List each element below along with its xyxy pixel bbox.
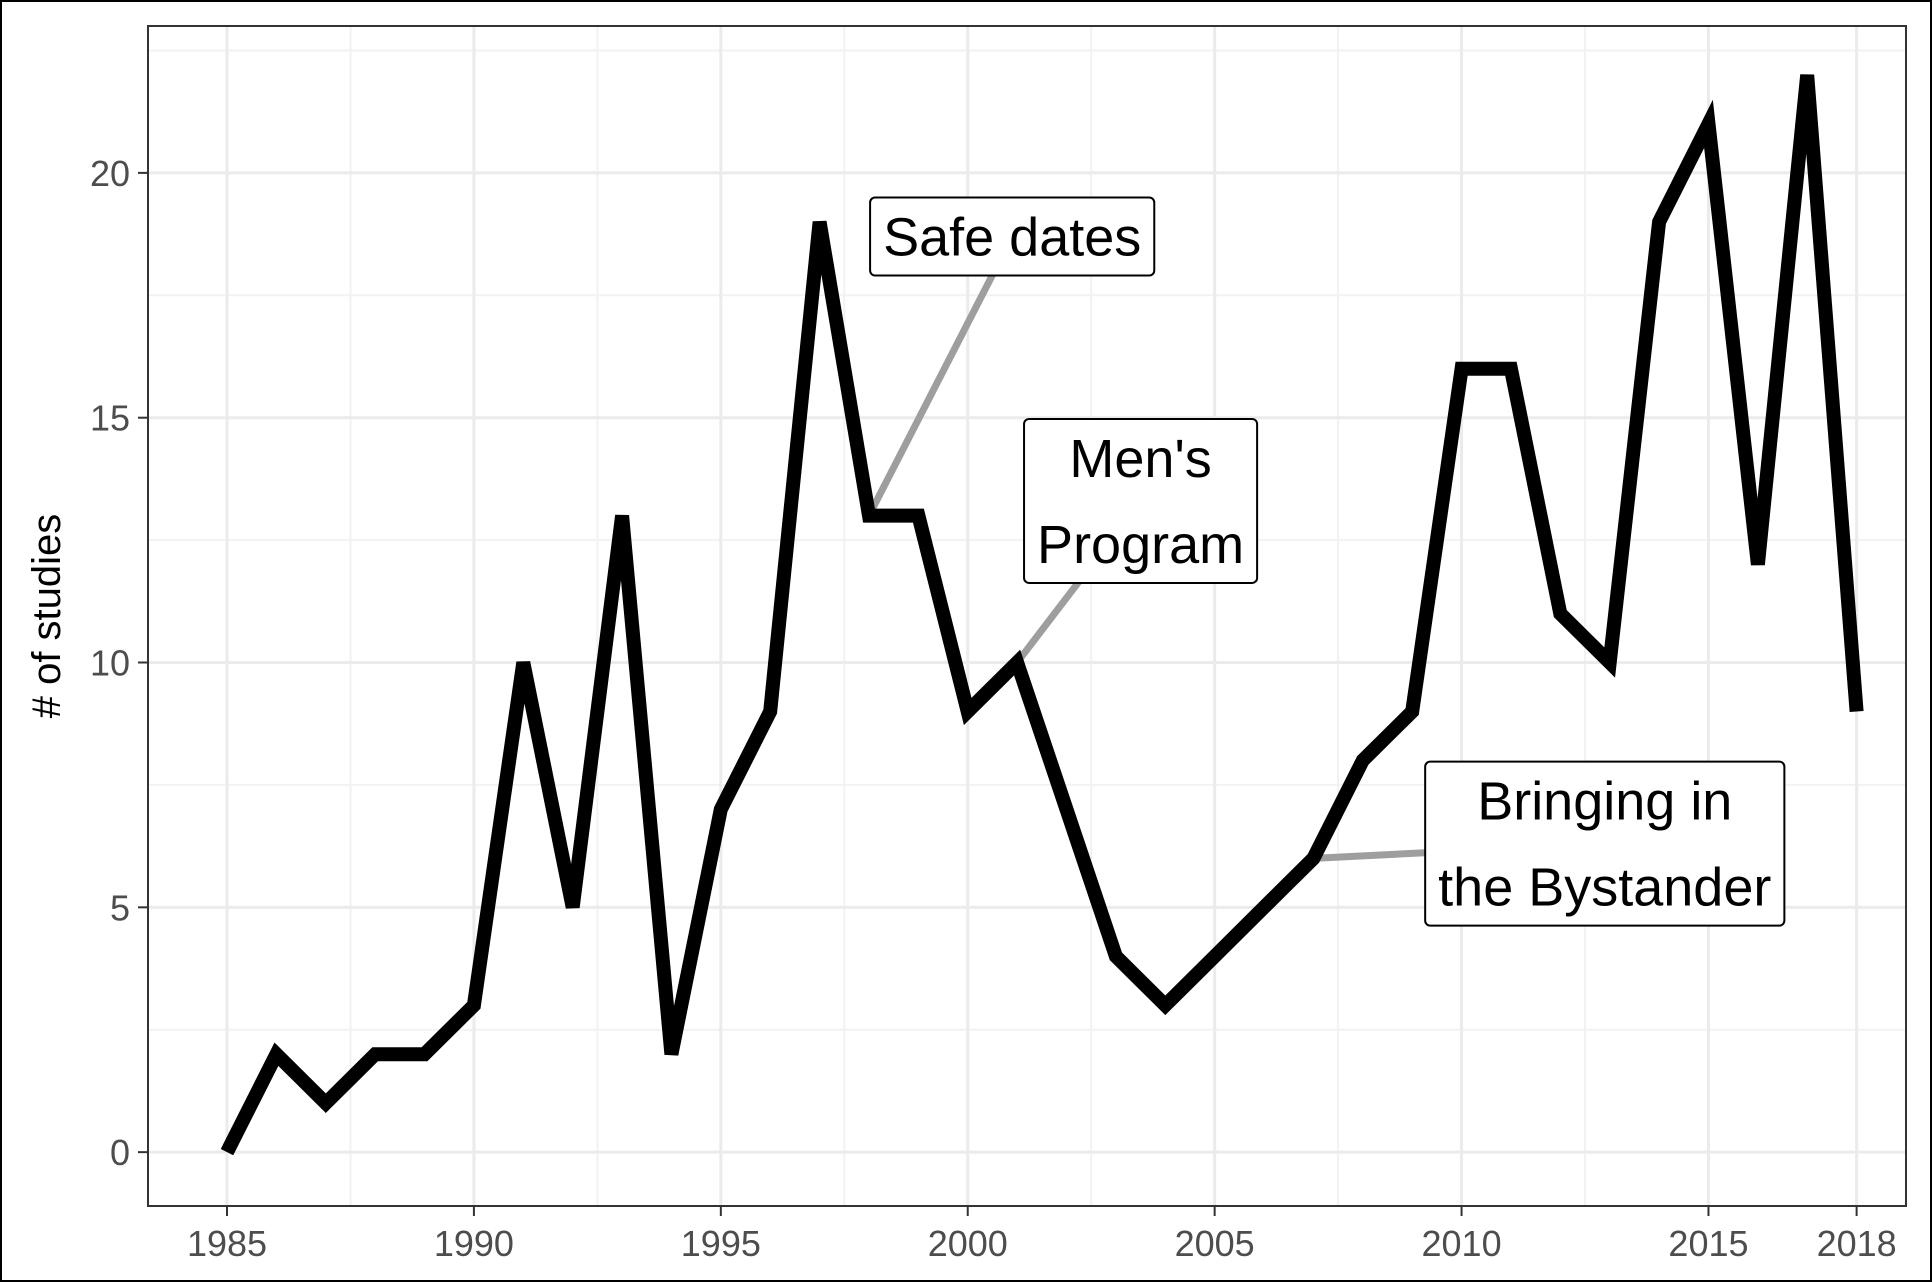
minor-grid	[148, 26, 1906, 1206]
data-point	[1114, 954, 1118, 958]
data-point	[620, 514, 624, 518]
data-point	[1805, 73, 1809, 77]
annotation-label: Bringing in the Bystander	[1424, 760, 1786, 927]
annotation-label-box	[1424, 760, 1786, 927]
y-tick-label: 20	[90, 153, 130, 194]
data-point	[324, 1101, 328, 1105]
data-point	[818, 220, 822, 224]
data-point	[1460, 367, 1464, 371]
x-tick-label: 1995	[681, 1223, 761, 1264]
x-tick-label: 2010	[1422, 1223, 1502, 1264]
data-point	[1262, 905, 1266, 909]
data-point	[966, 709, 970, 713]
y-tick-label: 0	[110, 1132, 130, 1173]
data-point	[1410, 709, 1414, 713]
y-tick-label: 15	[90, 398, 130, 439]
annotation-label-text: the Bystander	[1438, 858, 1771, 918]
data-point	[1065, 807, 1069, 811]
data-point	[225, 1150, 229, 1154]
annotation-label: Men's Program	[1023, 417, 1259, 584]
data-point	[1015, 661, 1019, 665]
x-tick-label: 1985	[187, 1223, 267, 1264]
x-tick-label: 2015	[1668, 1223, 1748, 1264]
x-axis: 1985 1990 1995 2000 2005 2010 2015 2018	[187, 1206, 1897, 1264]
data-point	[719, 807, 723, 811]
data-point	[1706, 122, 1710, 126]
y-axis-title: # of studies	[25, 514, 69, 719]
data-point	[274, 1052, 278, 1056]
data-point	[669, 1052, 673, 1056]
annotation-label-box	[1023, 417, 1259, 584]
data-point	[1855, 709, 1859, 713]
data-point	[571, 905, 575, 909]
annotation-label: Safe dates	[869, 196, 1156, 277]
x-tick-label: 1990	[434, 1223, 514, 1264]
annotation-label-text: Men's	[1069, 429, 1211, 489]
annotation-label-text: Bringing in	[1477, 772, 1732, 832]
data-point	[472, 1003, 476, 1007]
y-axis: 0 5 10 15 20	[90, 153, 148, 1173]
annotation-connector	[865, 234, 1016, 518]
x-tick-label: 2005	[1175, 1223, 1255, 1264]
series-line	[220, 74, 1864, 1156]
data-point	[916, 514, 920, 518]
data-point	[1311, 856, 1315, 860]
annotation-label-text: Safe dates	[883, 208, 1141, 268]
x-tick-label: 2018	[1817, 1223, 1897, 1264]
data-point	[1756, 563, 1760, 567]
major-grid	[148, 26, 1906, 1206]
data-point	[1509, 367, 1513, 371]
data-point	[1163, 1003, 1167, 1007]
x-tick-label: 2000	[928, 1223, 1008, 1264]
plot-border	[147, 25, 1907, 1207]
data-point	[1361, 758, 1365, 762]
data-point	[768, 709, 772, 713]
data-point	[423, 1052, 427, 1056]
data-point	[1558, 612, 1562, 616]
annotation-label-box	[869, 196, 1156, 277]
data-point	[373, 1052, 377, 1056]
data-point	[1608, 661, 1612, 665]
data-point	[1657, 220, 1661, 224]
annotation-label-text: Program	[1037, 515, 1244, 575]
annotation-labels: Safe dates Men's Program Bringing in the Bys…	[869, 196, 1786, 927]
data-point	[867, 514, 871, 518]
data-point	[1213, 954, 1217, 958]
y-tick-label: 10	[90, 643, 130, 684]
y-tick-label: 5	[110, 887, 130, 928]
data-point	[521, 661, 525, 665]
